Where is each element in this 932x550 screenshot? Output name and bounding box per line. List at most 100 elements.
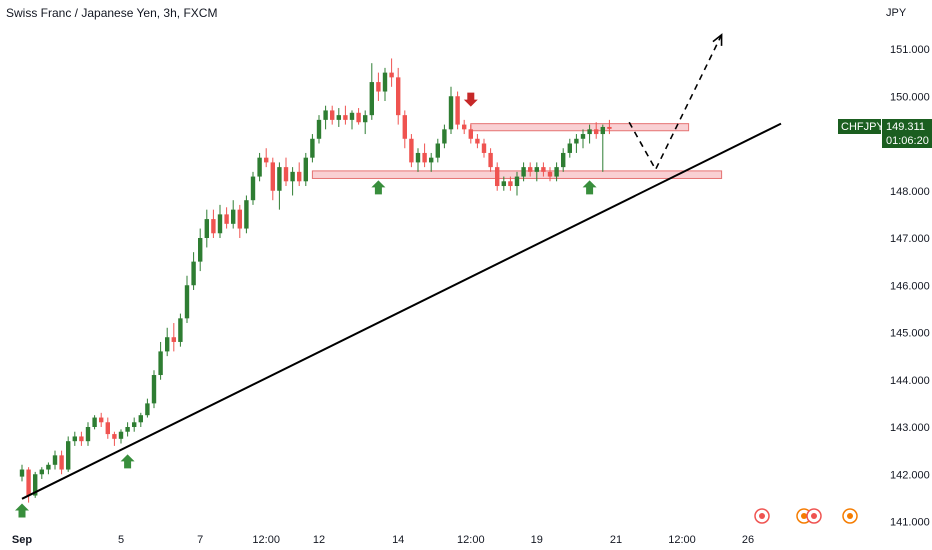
candle-62 xyxy=(429,152,434,172)
candle-71 xyxy=(488,148,493,172)
time-axis[interactable]: Sep 5 7 12:00 12 14 12:00 19 21 12:00 26 xyxy=(12,534,754,546)
candle-body-54 xyxy=(376,82,381,92)
candle-body-10 xyxy=(85,427,91,442)
candle-body-73 xyxy=(501,181,506,187)
candle-body-60 xyxy=(415,152,421,163)
candle-body-84 xyxy=(574,138,579,144)
candle-82 xyxy=(561,148,566,172)
candle-27 xyxy=(198,228,203,272)
candle-body-83 xyxy=(567,143,572,153)
projection-path xyxy=(628,34,723,172)
symbol-badge-bg xyxy=(838,119,881,134)
candle-69 xyxy=(475,134,480,149)
candle-72 xyxy=(495,162,500,191)
candle-40 xyxy=(283,157,289,187)
candle-60 xyxy=(415,148,421,172)
candle-body-8 xyxy=(72,436,77,442)
y-tick-1: 142.000 xyxy=(890,469,930,481)
up-arrow-0 xyxy=(15,503,29,518)
candle-75 xyxy=(514,171,520,196)
candle-0 xyxy=(19,464,25,482)
candle-body-68 xyxy=(468,129,473,139)
candle-53 xyxy=(369,63,374,120)
candle-body-69 xyxy=(475,138,480,144)
candle-body-63 xyxy=(435,143,440,158)
candle-body-18 xyxy=(138,415,143,423)
y-tick-9: 150.000 xyxy=(890,91,930,103)
candle-84 xyxy=(574,134,579,153)
candles-layer xyxy=(19,58,612,503)
lines-layer xyxy=(21,33,782,500)
candle-73 xyxy=(501,176,506,191)
candle-body-36 xyxy=(257,157,262,177)
candle-66 xyxy=(455,91,460,130)
candle-39 xyxy=(277,162,282,210)
candle-body-32 xyxy=(231,209,236,224)
candle-29 xyxy=(211,209,216,238)
x-tick-0: Sep xyxy=(12,534,32,546)
candle-body-52 xyxy=(363,115,368,123)
candle-body-81 xyxy=(554,167,559,177)
candle-48 xyxy=(336,108,341,127)
currency-label: JPY xyxy=(886,7,907,19)
x-tick-4: 12 xyxy=(313,534,325,546)
candle-55 xyxy=(382,67,388,101)
trendline xyxy=(21,122,782,500)
candle-44 xyxy=(310,134,315,163)
candle-body-53 xyxy=(369,82,374,116)
candle-body-43 xyxy=(303,157,308,182)
y-tick-7: 148.000 xyxy=(890,186,930,198)
candle-50 xyxy=(349,110,355,130)
event-icon-dot-0 xyxy=(759,513,765,519)
candle-49 xyxy=(343,105,348,125)
event-icons[interactable] xyxy=(754,508,858,524)
candle-20 xyxy=(151,370,157,409)
arrows-layer xyxy=(15,92,597,518)
candle-83 xyxy=(567,138,572,158)
candle-24 xyxy=(178,313,183,347)
candle-15 xyxy=(118,429,124,444)
candle-body-22 xyxy=(165,337,170,352)
candle-38 xyxy=(270,157,275,201)
candle-9 xyxy=(79,431,84,446)
candle-body-46 xyxy=(323,110,328,120)
candle-body-4 xyxy=(46,464,51,470)
candle-body-80 xyxy=(547,171,553,177)
candle-51 xyxy=(356,108,361,125)
down-arrow-0 xyxy=(463,92,478,107)
candle-body-31 xyxy=(224,214,229,224)
candle-46 xyxy=(323,105,328,130)
candle-body-28 xyxy=(204,219,209,238)
zones-layer xyxy=(311,123,723,179)
candle-body-30 xyxy=(217,214,223,234)
candle-41 xyxy=(290,167,295,196)
candle-7 xyxy=(66,436,71,472)
candle-18 xyxy=(138,412,143,427)
candle-54 xyxy=(376,72,381,101)
candle-68 xyxy=(468,124,473,144)
candle-body-44 xyxy=(310,138,315,158)
candle-body-11 xyxy=(92,417,97,427)
candle-26 xyxy=(191,252,196,290)
y-tick-3: 144.000 xyxy=(890,375,930,387)
y-tick-6: 147.000 xyxy=(890,233,930,245)
candle-13 xyxy=(105,417,110,439)
symbol-label: CHFJPY xyxy=(841,121,884,133)
candle-body-79 xyxy=(541,167,546,172)
candle-74 xyxy=(508,176,513,191)
candle-body-89 xyxy=(607,126,612,129)
price-axis[interactable]: 141.000 142.000 143.000 144.000 145.000 146.0… xyxy=(890,44,930,529)
x-tick-1: 5 xyxy=(118,534,124,546)
candle-body-66 xyxy=(455,96,460,125)
x-tick-2: 7 xyxy=(197,534,203,546)
candle-19 xyxy=(145,398,150,418)
candle-body-19 xyxy=(145,403,150,416)
up-arrow-3 xyxy=(582,180,597,195)
candle-body-33 xyxy=(237,209,242,229)
candle-28 xyxy=(204,209,209,248)
candle-body-7 xyxy=(66,441,71,470)
candle-32 xyxy=(231,200,236,229)
candle-34 xyxy=(244,195,249,234)
y-tick-10: 151.000 xyxy=(890,44,930,56)
